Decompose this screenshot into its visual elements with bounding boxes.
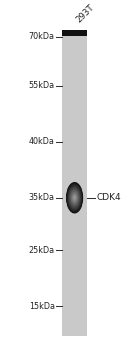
Ellipse shape bbox=[69, 187, 81, 209]
Ellipse shape bbox=[67, 184, 82, 211]
Ellipse shape bbox=[69, 187, 80, 208]
Ellipse shape bbox=[72, 193, 77, 203]
Ellipse shape bbox=[68, 186, 81, 210]
Text: 35kDa: 35kDa bbox=[29, 193, 55, 202]
Ellipse shape bbox=[71, 192, 78, 203]
Ellipse shape bbox=[73, 195, 76, 200]
Ellipse shape bbox=[67, 184, 82, 211]
Ellipse shape bbox=[74, 197, 75, 198]
Ellipse shape bbox=[71, 190, 79, 205]
Ellipse shape bbox=[74, 197, 75, 199]
Text: 70kDa: 70kDa bbox=[29, 32, 55, 41]
Ellipse shape bbox=[67, 183, 82, 212]
Ellipse shape bbox=[71, 191, 78, 204]
Ellipse shape bbox=[66, 182, 83, 214]
Text: 55kDa: 55kDa bbox=[29, 81, 55, 90]
Ellipse shape bbox=[68, 185, 81, 210]
Ellipse shape bbox=[70, 189, 79, 206]
Ellipse shape bbox=[70, 190, 79, 205]
Ellipse shape bbox=[70, 189, 79, 206]
Ellipse shape bbox=[66, 182, 83, 213]
Bar bbox=[62, 30, 87, 36]
Bar bbox=[62, 30, 87, 336]
Ellipse shape bbox=[72, 193, 77, 202]
Ellipse shape bbox=[67, 183, 83, 212]
Ellipse shape bbox=[73, 196, 76, 200]
Text: 15kDa: 15kDa bbox=[29, 302, 55, 311]
Ellipse shape bbox=[73, 194, 77, 201]
Text: CDK4: CDK4 bbox=[96, 193, 121, 202]
Ellipse shape bbox=[74, 196, 76, 199]
Ellipse shape bbox=[68, 186, 81, 209]
Ellipse shape bbox=[71, 191, 78, 204]
Text: 293T: 293T bbox=[75, 3, 96, 25]
Ellipse shape bbox=[73, 195, 76, 201]
Ellipse shape bbox=[69, 188, 80, 208]
Text: 40kDa: 40kDa bbox=[29, 137, 55, 146]
Text: 25kDa: 25kDa bbox=[29, 246, 55, 255]
Ellipse shape bbox=[69, 188, 80, 207]
Ellipse shape bbox=[72, 194, 77, 202]
